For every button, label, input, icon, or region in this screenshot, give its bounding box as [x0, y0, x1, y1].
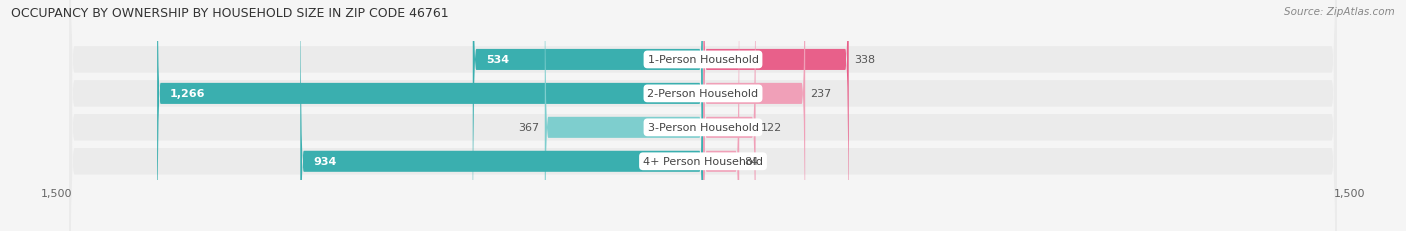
FancyBboxPatch shape	[703, 0, 755, 231]
Text: 1,266: 1,266	[170, 89, 205, 99]
FancyBboxPatch shape	[703, 0, 806, 231]
Text: 4+ Person Household: 4+ Person Household	[643, 157, 763, 167]
FancyBboxPatch shape	[69, 0, 1337, 231]
FancyBboxPatch shape	[472, 0, 703, 231]
FancyBboxPatch shape	[703, 0, 849, 231]
Text: Source: ZipAtlas.com: Source: ZipAtlas.com	[1284, 7, 1395, 17]
Text: 3-Person Household: 3-Person Household	[648, 123, 758, 133]
FancyBboxPatch shape	[69, 0, 1337, 231]
FancyBboxPatch shape	[703, 0, 740, 231]
Text: 122: 122	[761, 123, 782, 133]
FancyBboxPatch shape	[69, 0, 1337, 231]
Text: 237: 237	[810, 89, 831, 99]
Text: 84: 84	[744, 157, 759, 167]
FancyBboxPatch shape	[301, 0, 703, 231]
FancyBboxPatch shape	[157, 0, 703, 231]
Legend: Owner-occupied, Renter-occupied: Owner-occupied, Renter-occupied	[579, 228, 827, 231]
Text: 2-Person Household: 2-Person Household	[647, 89, 759, 99]
Text: 534: 534	[485, 55, 509, 65]
Text: OCCUPANCY BY OWNERSHIP BY HOUSEHOLD SIZE IN ZIP CODE 46761: OCCUPANCY BY OWNERSHIP BY HOUSEHOLD SIZE…	[11, 7, 449, 20]
Text: 338: 338	[853, 55, 875, 65]
Text: 1-Person Household: 1-Person Household	[648, 55, 758, 65]
FancyBboxPatch shape	[69, 0, 1337, 231]
Text: 367: 367	[519, 123, 540, 133]
FancyBboxPatch shape	[544, 0, 703, 231]
Text: 934: 934	[314, 157, 336, 167]
